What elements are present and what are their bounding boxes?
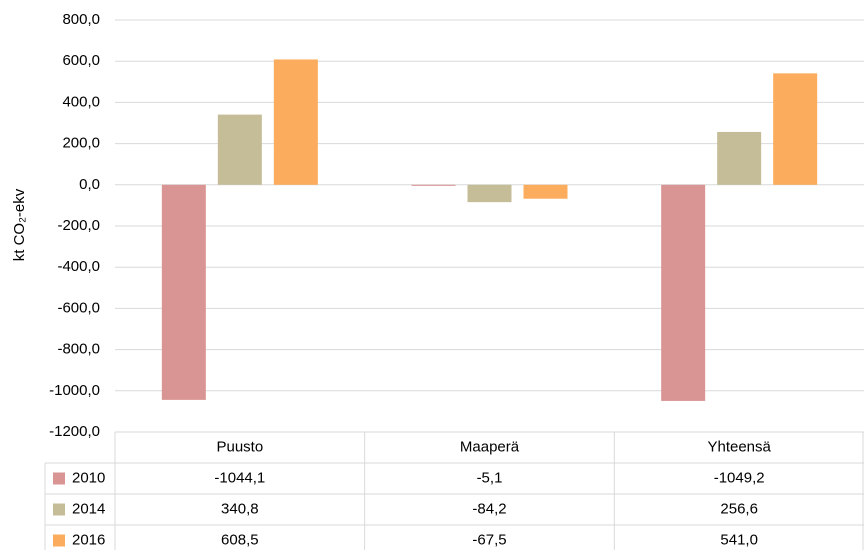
bar — [161, 184, 206, 400]
y-tick-label: -200,0 — [57, 217, 100, 234]
y-tick-label: 400,0 — [62, 93, 100, 110]
y-tick-label: 0,0 — [79, 176, 100, 193]
x-tick-label: Puusto — [216, 438, 263, 455]
table-value: -67,5 — [472, 531, 506, 548]
bar — [273, 59, 318, 185]
legend-swatch — [53, 503, 65, 516]
legend-label: 2014 — [72, 500, 105, 517]
bar — [523, 184, 568, 199]
y-tick-label: 200,0 — [62, 135, 100, 152]
table-value: 256,6 — [720, 500, 758, 517]
x-tick-label: Maaperä — [460, 438, 520, 455]
table-value: -1044,1 — [214, 469, 265, 486]
y-tick-label: -1200,0 — [49, 423, 100, 440]
y-axis-label: kt CO₂-ekv — [11, 188, 28, 261]
table-value: 541,0 — [720, 531, 758, 548]
y-tick-label: -1000,0 — [49, 382, 100, 399]
table-value: -5,1 — [477, 469, 503, 486]
y-tick-label: -600,0 — [57, 299, 100, 316]
legend-swatch — [53, 534, 65, 547]
table-value: 608,5 — [221, 531, 259, 548]
y-tick-label: 600,0 — [62, 52, 100, 69]
table-value: -1049,2 — [714, 469, 765, 486]
bar — [217, 114, 262, 185]
bar — [717, 131, 762, 185]
y-tick-label: -800,0 — [57, 341, 100, 358]
y-tick-label: -400,0 — [57, 258, 100, 275]
table-value: 340,8 — [221, 500, 259, 517]
bar — [773, 73, 818, 185]
bar — [467, 184, 512, 203]
legend-label: 2016 — [72, 531, 105, 548]
legend-label: 2010 — [72, 469, 105, 486]
bar — [411, 184, 456, 186]
legend-swatch — [53, 472, 65, 485]
y-tick-label: 800,0 — [62, 11, 100, 28]
bar — [661, 184, 706, 401]
table-value: -84,2 — [472, 500, 506, 517]
x-tick-label: Yhteensä — [707, 438, 771, 455]
